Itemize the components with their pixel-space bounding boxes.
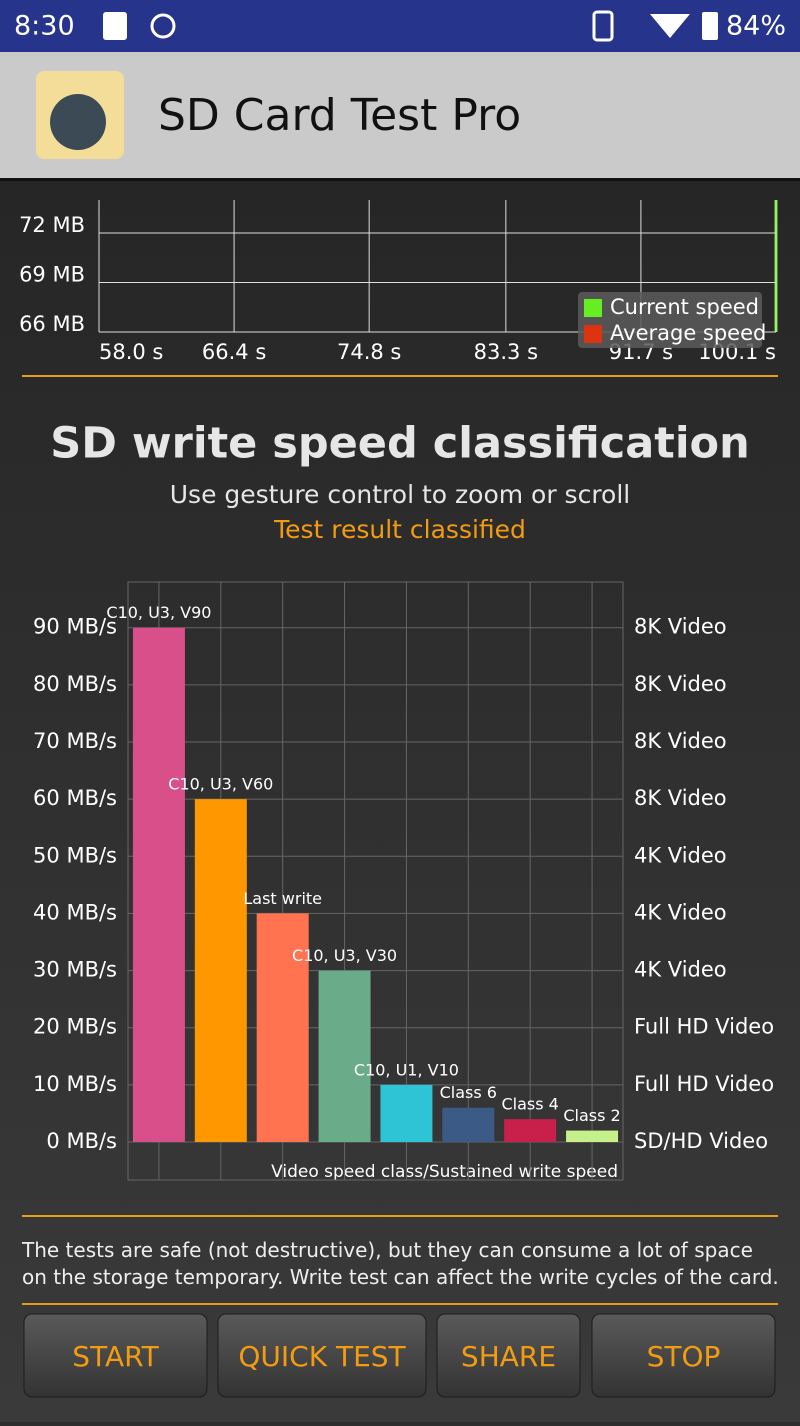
button-label[interactable]: SHARE <box>461 1340 556 1373</box>
sync-icon <box>150 13 176 39</box>
bar <box>318 970 371 1142</box>
notice: The tests are safe (not destructive), bu… <box>22 1238 779 1289</box>
x-tick-label: 58.0 s <box>99 340 163 364</box>
y-tick-label: 72 MB <box>19 213 85 237</box>
status-battery: 84% <box>726 11 786 42</box>
bar <box>442 1107 495 1142</box>
y-tick-label: 30 MB/s <box>33 958 117 982</box>
y-tick-label: 0 MB/s <box>46 1129 117 1153</box>
y-tick-label: 66 MB <box>19 312 85 336</box>
bar-label: C10, U3, V30 <box>292 946 397 965</box>
y-tick-label: 10 MB/s <box>33 1072 117 1096</box>
y2-tick-label: 8K Video <box>634 615 727 639</box>
y-tick-label: 60 MB/s <box>33 786 117 810</box>
button[interactable] <box>217 1313 427 1398</box>
y2-tick-label: 4K Video <box>634 843 727 867</box>
bar-label: C10, U1, V10 <box>354 1060 459 1079</box>
y2-tick-label: SD/HD Video <box>634 1129 768 1153</box>
button-label[interactable]: QUICK TEST <box>238 1340 406 1373</box>
y2-tick-label: Full HD Video <box>634 1072 774 1096</box>
y2-tick-label: 4K Video <box>634 900 727 924</box>
x-tick-label: 83.3 s <box>474 340 538 364</box>
legend-label: Current speed <box>610 295 759 319</box>
y2-tick-label: 4K Video <box>634 958 727 982</box>
y2-tick-label: 8K Video <box>634 786 727 810</box>
y-tick-label: 80 MB/s <box>33 672 117 696</box>
bar <box>132 627 185 1142</box>
app-title: SD Card Test Pro <box>158 90 521 141</box>
sd-icon <box>103 12 127 40</box>
bar <box>380 1084 433 1142</box>
bar <box>504 1119 557 1142</box>
bar-label: Class 2 <box>563 1106 620 1125</box>
x-axis-label: Video speed class/Sustained write speed <box>271 1162 618 1182</box>
button[interactable] <box>591 1313 776 1398</box>
chart-subtitle: Use gesture control to zoom or scroll <box>170 480 631 509</box>
x-tick-label: 66.4 s <box>202 340 266 364</box>
button[interactable] <box>23 1313 208 1398</box>
bar-label: C10, U3, V90 <box>106 603 211 622</box>
bar-label: Class 6 <box>440 1083 497 1102</box>
y2-tick-label: 8K Video <box>634 672 727 696</box>
y-tick-label: 50 MB/s <box>33 843 117 867</box>
legend-swatch <box>584 325 602 343</box>
y-tick-label: 70 MB/s <box>33 729 117 753</box>
bar <box>256 913 309 1142</box>
plot-frame <box>127 581 624 1181</box>
button-label[interactable]: STOP <box>647 1340 721 1373</box>
y2-tick-label: Full HD Video <box>634 1015 774 1039</box>
button[interactable] <box>436 1313 581 1398</box>
bar <box>566 1130 619 1142</box>
legend <box>578 292 762 348</box>
legend-swatch <box>584 299 602 317</box>
button-label[interactable]: START <box>72 1340 159 1373</box>
bar-label: Class 4 <box>502 1095 559 1114</box>
battery-icon <box>702 12 718 40</box>
y-tick-label: 69 MB <box>19 263 85 287</box>
chart-title: SD write speed classification <box>50 419 749 469</box>
y2-tick-label: 8K Video <box>634 729 727 753</box>
legend-label: Average speed <box>610 321 766 345</box>
bar <box>194 799 247 1142</box>
status-annotation: Test result classified <box>273 515 526 544</box>
y-tick-label: 90 MB/s <box>33 615 117 639</box>
y-tick-label: 20 MB/s <box>33 1015 117 1039</box>
vibrate-icon <box>592 10 614 42</box>
app-icon-gauge <box>50 94 106 150</box>
wifi-icon <box>650 14 690 38</box>
y-tick-label: 40 MB/s <box>33 900 117 924</box>
bar-label: C10, U3, V60 <box>168 775 273 794</box>
bar-label: Last write <box>243 889 322 908</box>
app-bar <box>0 52 800 178</box>
x-tick-label: 74.8 s <box>337 340 401 364</box>
status-time: 8:30 <box>14 11 75 42</box>
divider <box>0 178 800 181</box>
